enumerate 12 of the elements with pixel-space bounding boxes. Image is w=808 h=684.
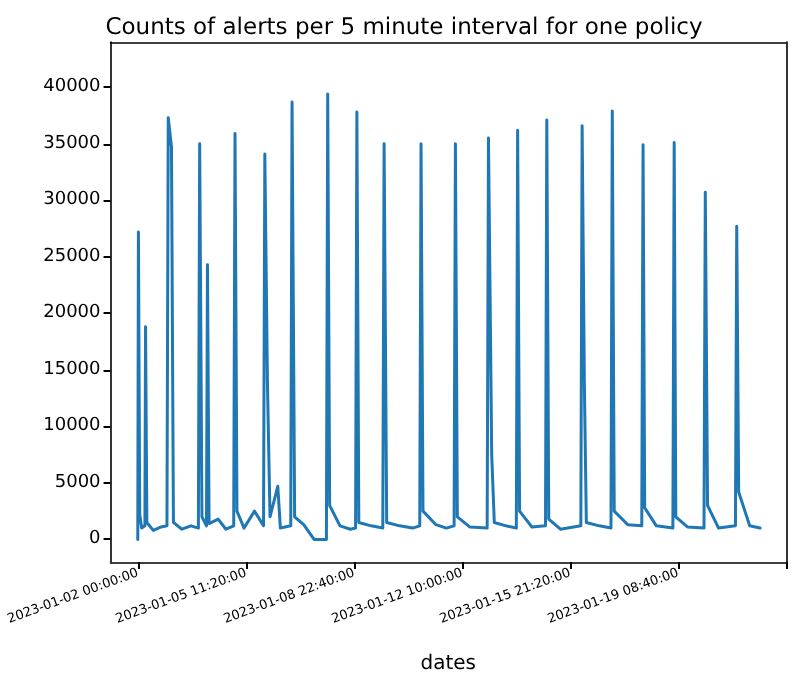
y-tick-label: 35000 bbox=[43, 133, 102, 154]
y-tick-label: 10000 bbox=[43, 416, 102, 437]
y-tick-label: 30000 bbox=[43, 190, 102, 211]
y-tick-label: 0 bbox=[89, 529, 102, 550]
y-tick-label: 25000 bbox=[43, 246, 102, 267]
y-tick-label: 5000 bbox=[54, 472, 102, 493]
y-tick-label: 40000 bbox=[43, 77, 102, 98]
y-tick-label: 15000 bbox=[43, 359, 102, 380]
chart-title: Counts of alerts per 5 minute interval for one policy bbox=[105, 12, 703, 40]
y-tick-label: 20000 bbox=[43, 303, 102, 324]
line-series bbox=[136, 92, 762, 541]
x-axis-title: dates bbox=[420, 653, 477, 675]
